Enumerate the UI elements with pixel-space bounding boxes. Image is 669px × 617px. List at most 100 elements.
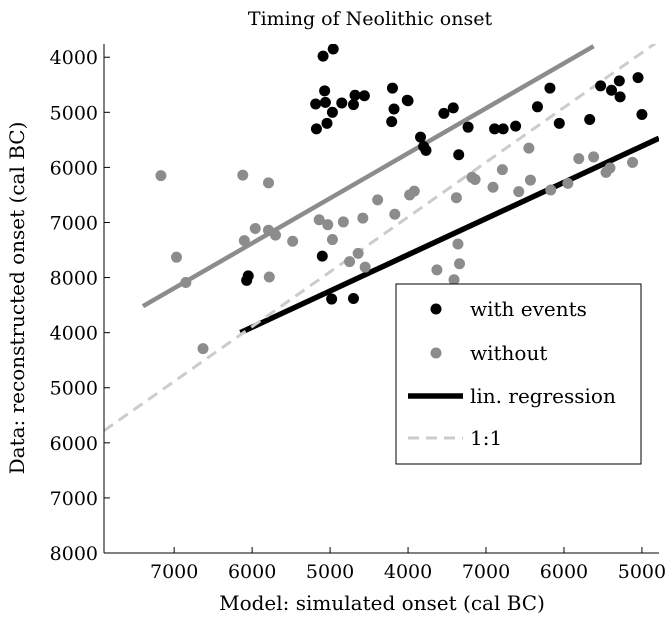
legend-label: without — [470, 341, 547, 365]
x-tick-label: 7000 — [150, 561, 198, 583]
chart-title: Timing of Neolithic onset — [248, 8, 493, 30]
regression-line-without — [141, 44, 595, 309]
point-without — [372, 194, 384, 206]
point-with-events — [415, 131, 427, 143]
point-with-events — [438, 107, 450, 119]
y-tick-label: 8000 — [50, 543, 98, 565]
point-without — [524, 174, 536, 186]
y-tick-label: 6000 — [50, 433, 98, 455]
point-with-events — [319, 85, 331, 97]
plot-area — [104, 44, 659, 432]
point-without — [452, 238, 464, 250]
axes: 4000 5000 6000 7000 8000 4000 5000 6000 7000 8000… — [50, 44, 666, 583]
point-with-events — [321, 117, 333, 129]
point-without — [337, 216, 349, 228]
point-without — [408, 185, 420, 197]
x-tick-label: 5000 — [618, 561, 666, 583]
point-without — [453, 258, 465, 270]
point-without — [197, 343, 209, 355]
point-with-events — [349, 89, 361, 101]
point-without — [431, 264, 443, 276]
x-axis-label: Model: simulated onset (cal BC) — [219, 591, 545, 615]
point-without — [604, 162, 616, 174]
point-with-events — [327, 44, 339, 55]
point-without — [352, 247, 364, 259]
point-with-events — [319, 96, 331, 108]
y-tick-label: 7000 — [50, 212, 98, 234]
x-tick-label: 4000 — [384, 561, 432, 583]
x-tick-label: 6000 — [228, 561, 276, 583]
point-with-events — [447, 102, 459, 114]
point-with-events — [462, 121, 474, 133]
point-without — [155, 170, 167, 182]
point-with-events — [317, 50, 329, 62]
y-tick-label: 5000 — [50, 378, 98, 400]
point-without — [249, 223, 261, 235]
regression-line-with-events — [239, 135, 659, 336]
point-with-events — [497, 123, 509, 135]
point-with-events — [326, 293, 338, 305]
point-with-events — [636, 109, 648, 121]
point-without — [389, 208, 401, 220]
point-without — [270, 229, 282, 241]
point-with-events — [584, 113, 596, 125]
point-without — [263, 271, 275, 283]
x-tick-label: 5000 — [306, 561, 354, 583]
y-axis-label: Data: reconstructed onset (cal BC) — [5, 122, 29, 475]
point-with-events — [358, 90, 370, 102]
point-with-events — [453, 149, 465, 161]
plot-clip-group — [104, 44, 659, 432]
point-without — [344, 256, 356, 268]
point-without — [237, 169, 249, 181]
y-tick-label: 7000 — [50, 488, 98, 510]
point-without — [171, 251, 183, 263]
point-with-events — [386, 82, 398, 94]
point-with-events — [553, 117, 565, 129]
legend-label: lin. regression — [470, 384, 616, 408]
point-with-events — [510, 120, 522, 132]
point-with-events — [347, 99, 359, 111]
legend: with events without lin. regression 1:1 — [395, 283, 642, 465]
point-without — [469, 174, 481, 186]
point-without — [562, 177, 574, 189]
point-without — [180, 277, 192, 289]
point-with-events — [613, 75, 625, 87]
point-with-events — [316, 250, 328, 262]
point-with-events — [489, 123, 501, 135]
legend-label: 1:1 — [470, 426, 502, 450]
x-tick-label: 7000 — [462, 561, 510, 583]
point-without — [262, 177, 274, 189]
point-with-events — [420, 144, 432, 156]
point-without — [313, 214, 325, 226]
y-tick-label: 4000 — [50, 323, 98, 345]
point-with-events — [614, 91, 626, 103]
point-with-events — [347, 293, 359, 304]
point-without — [322, 219, 334, 231]
point-with-events — [544, 82, 556, 94]
point-without — [487, 181, 499, 193]
point-with-events — [386, 116, 398, 128]
point-without — [287, 235, 299, 247]
point-without — [513, 186, 525, 198]
point-without — [359, 261, 371, 273]
y-tick-label: 8000 — [50, 268, 98, 290]
legend-label: with events — [470, 297, 587, 321]
legend-marker — [430, 303, 442, 315]
point-without — [238, 235, 250, 247]
point-with-events — [310, 98, 322, 110]
point-without — [448, 274, 460, 286]
point-with-events — [531, 101, 543, 113]
point-with-events — [606, 84, 618, 96]
one-to-one-line — [104, 44, 657, 432]
point-without — [326, 234, 338, 246]
point-without — [496, 164, 508, 176]
point-with-events — [401, 94, 413, 106]
point-with-events — [336, 97, 348, 109]
point-without — [523, 142, 535, 154]
point-without — [357, 212, 369, 224]
x-tick-label: 6000 — [540, 561, 588, 583]
point-with-events — [632, 72, 644, 84]
point-with-events — [595, 80, 607, 92]
point-without — [545, 184, 557, 196]
